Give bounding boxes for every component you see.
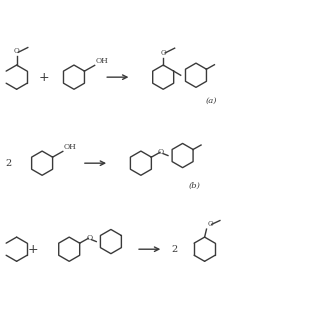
Text: +: + xyxy=(27,243,38,256)
Text: (b): (b) xyxy=(189,181,201,189)
Text: O: O xyxy=(207,220,213,228)
Text: +: + xyxy=(38,71,49,84)
Text: O: O xyxy=(14,47,20,55)
Text: 2: 2 xyxy=(171,245,178,254)
Text: OH: OH xyxy=(95,57,108,65)
Text: 2: 2 xyxy=(5,159,12,168)
Text: (a): (a) xyxy=(205,97,217,105)
Text: O: O xyxy=(86,234,92,242)
Text: OH: OH xyxy=(63,143,76,151)
Text: O: O xyxy=(158,148,164,156)
Text: O: O xyxy=(160,49,166,57)
